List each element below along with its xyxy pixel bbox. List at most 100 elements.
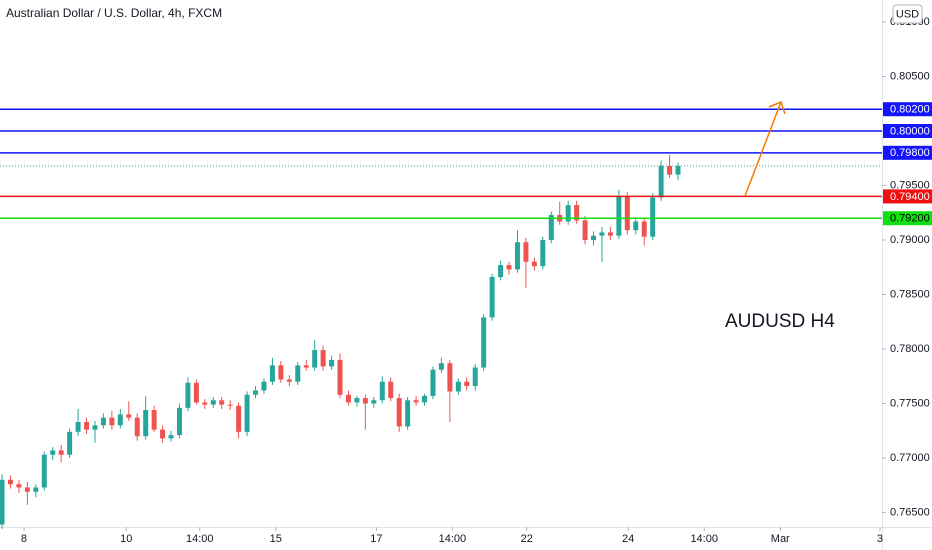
candle-body bbox=[464, 381, 470, 387]
currency-box[interactable] bbox=[892, 4, 923, 24]
candle-body bbox=[354, 398, 360, 403]
candle-body bbox=[0, 479, 5, 525]
candle-body bbox=[523, 242, 529, 262]
arrow-head bbox=[768, 100, 786, 115]
x-tick-label: 24 bbox=[622, 533, 634, 545]
candle-body bbox=[185, 382, 191, 408]
candle-body bbox=[193, 382, 199, 403]
candle-body bbox=[219, 400, 225, 405]
candle-body bbox=[514, 242, 520, 270]
candle-body bbox=[413, 400, 419, 403]
y-tick-label: 0.77000 bbox=[890, 452, 930, 464]
candle-body bbox=[667, 165, 673, 175]
level-label: 0.79200 bbox=[890, 213, 930, 225]
candle-body bbox=[50, 450, 56, 455]
candle-body bbox=[143, 410, 149, 437]
candle-body bbox=[506, 265, 512, 270]
y-tick-label: 0.78500 bbox=[890, 288, 930, 300]
level-label: 0.80000 bbox=[890, 125, 930, 137]
candle-body bbox=[379, 381, 385, 401]
candle-body bbox=[84, 422, 90, 430]
annotation: AUDUSD H4 bbox=[725, 311, 835, 332]
candle-body bbox=[574, 205, 580, 221]
currency-label[interactable]: USD bbox=[896, 8, 919, 20]
candle-body bbox=[650, 197, 656, 237]
candle-body bbox=[151, 410, 157, 430]
x-tick-label: 3 bbox=[877, 533, 883, 545]
candle-body bbox=[548, 214, 554, 241]
candle-body bbox=[41, 454, 47, 488]
candle-body bbox=[472, 367, 478, 387]
candle-body bbox=[253, 390, 259, 395]
candle-body bbox=[24, 487, 30, 492]
candle-body bbox=[134, 417, 140, 437]
candle-body bbox=[261, 381, 267, 391]
candle-body bbox=[540, 240, 546, 267]
candle-body bbox=[67, 431, 73, 455]
candle-body bbox=[312, 350, 318, 368]
candle-body bbox=[320, 350, 326, 367]
x-tick-label: 14:00 bbox=[690, 533, 718, 545]
candle-body bbox=[481, 317, 487, 368]
level-label: 0.80200 bbox=[890, 104, 930, 116]
candle-body bbox=[286, 379, 292, 382]
level-label-box bbox=[883, 124, 932, 139]
y-tick-label: 0.77500 bbox=[890, 397, 930, 409]
candle-body bbox=[7, 479, 13, 485]
candle-body bbox=[658, 165, 664, 198]
candle-body bbox=[345, 394, 351, 403]
y-tick-label: 0.78000 bbox=[890, 343, 930, 355]
candle-body bbox=[295, 365, 301, 382]
candle-body bbox=[582, 220, 588, 241]
candle-body bbox=[269, 365, 275, 382]
candle-body bbox=[405, 400, 411, 427]
candle-body bbox=[498, 265, 504, 278]
y-tick-label: 0.76500 bbox=[890, 506, 930, 518]
candle-body bbox=[278, 365, 284, 380]
candle-body bbox=[160, 429, 166, 439]
x-tick-label: 10 bbox=[120, 533, 132, 545]
x-tick-label: Mar bbox=[771, 533, 790, 545]
forecast-arrow bbox=[744, 100, 786, 197]
candle-body bbox=[641, 221, 647, 237]
candle-body bbox=[337, 359, 343, 395]
candle-body bbox=[16, 484, 22, 488]
candle-body bbox=[599, 232, 605, 236]
candle-body bbox=[607, 232, 613, 236]
x-tick-label: 14:00 bbox=[439, 533, 467, 545]
candle-body bbox=[591, 235, 597, 241]
level-label: 0.79400 bbox=[890, 191, 930, 203]
level-label-box bbox=[883, 102, 932, 117]
candle-body bbox=[126, 414, 132, 418]
candle-body bbox=[489, 277, 495, 318]
candle-body bbox=[438, 363, 444, 370]
candle-body bbox=[675, 165, 681, 175]
candle-body bbox=[565, 205, 571, 222]
y-tick-label: 0.80500 bbox=[890, 70, 930, 82]
candle-body bbox=[168, 435, 174, 439]
level-label-box bbox=[883, 211, 932, 226]
y-tick-label: 0.79000 bbox=[890, 234, 930, 246]
candle-body bbox=[33, 487, 39, 492]
candle-body bbox=[236, 405, 242, 432]
candle-body bbox=[244, 394, 250, 432]
candle-body bbox=[100, 417, 106, 426]
chart-title: Australian Dollar / U.S. Dollar, 4h, FXC… bbox=[6, 6, 222, 20]
x-tick-label: 14:00 bbox=[186, 533, 214, 545]
x-tick-label: 8 bbox=[21, 533, 27, 545]
x-tick-label: 22 bbox=[521, 533, 533, 545]
candle-body bbox=[616, 196, 622, 236]
candle-body bbox=[430, 369, 436, 396]
x-tick-label: 15 bbox=[270, 533, 282, 545]
candle-body bbox=[362, 398, 368, 404]
y-tick-label: 0.79500 bbox=[890, 179, 930, 191]
x-tick-label: 17 bbox=[370, 533, 382, 545]
candle-body bbox=[422, 395, 428, 403]
axes: 0.810000.805000.795000.790000.785000.780… bbox=[21, 16, 932, 545]
level-label-box bbox=[883, 189, 932, 204]
candle-body bbox=[210, 400, 216, 405]
candle-body bbox=[624, 196, 630, 231]
candle-body bbox=[227, 404, 233, 406]
